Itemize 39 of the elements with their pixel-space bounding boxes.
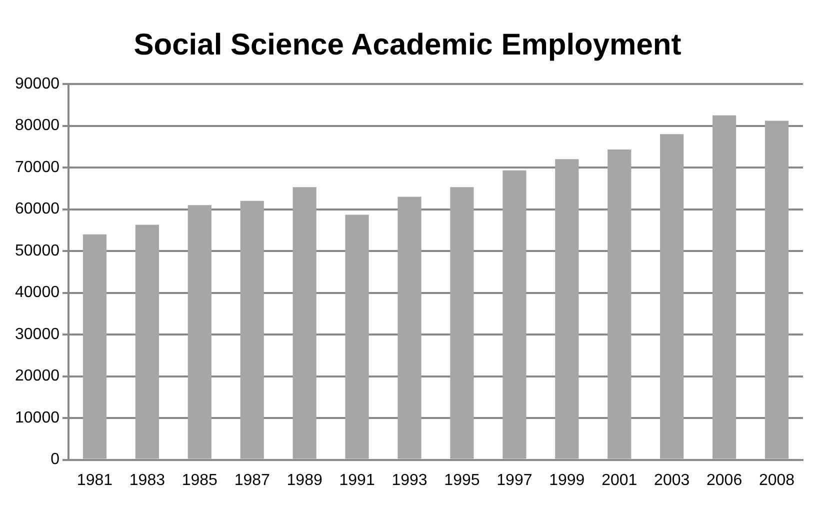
x-tick-label: 1987 bbox=[234, 472, 270, 489]
x-tick-label: 2006 bbox=[706, 472, 742, 489]
y-tick-label: 90000 bbox=[14, 75, 60, 92]
bar bbox=[450, 187, 474, 459]
x-tick-label: 1997 bbox=[496, 472, 532, 489]
bar bbox=[764, 120, 789, 459]
y-tick-label: 60000 bbox=[14, 200, 60, 218]
x-tick-label: 2003 bbox=[654, 472, 690, 489]
bar bbox=[82, 234, 107, 459]
bar bbox=[135, 224, 159, 459]
bar bbox=[660, 134, 684, 459]
bar bbox=[188, 205, 212, 459]
x-tick-label: 2008 bbox=[758, 472, 795, 489]
y-tick-label: 70000 bbox=[14, 158, 60, 176]
chart-title: Social Science Academic Employment bbox=[134, 28, 682, 62]
y-tick-label: 40000 bbox=[14, 284, 60, 302]
bar bbox=[712, 115, 736, 459]
y-tick-label: 10000 bbox=[14, 409, 60, 426]
y-tick-label: 50000 bbox=[14, 242, 60, 260]
y-tick-label: 30000 bbox=[14, 326, 60, 343]
x-tick-label: 1985 bbox=[182, 472, 218, 489]
y-tick-label: 0 bbox=[50, 451, 60, 468]
bar bbox=[608, 150, 632, 459]
x-tick-label: 1993 bbox=[392, 472, 428, 489]
x-tick-label: 2001 bbox=[602, 472, 638, 489]
x-tick-label: 1995 bbox=[444, 472, 480, 489]
bar bbox=[502, 170, 526, 459]
x-tick-label: 1983 bbox=[129, 472, 166, 489]
y-tick-label: 80000 bbox=[14, 117, 60, 134]
bar bbox=[398, 196, 422, 459]
bar bbox=[555, 159, 579, 459]
x-tick-label: 1999 bbox=[549, 472, 585, 489]
x-tick-label: 1981 bbox=[76, 472, 113, 489]
bar bbox=[240, 200, 264, 459]
y-tick-label: 20000 bbox=[14, 368, 60, 385]
x-tick-label: 1991 bbox=[339, 472, 375, 489]
bar bbox=[292, 187, 316, 459]
x-tick-label: 1989 bbox=[286, 472, 322, 489]
bar bbox=[345, 214, 369, 459]
